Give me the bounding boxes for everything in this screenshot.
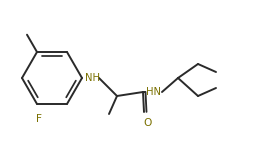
Text: HN: HN [146,87,161,97]
Text: F: F [36,114,42,124]
Text: O: O [143,118,152,128]
Text: NH: NH [85,73,100,83]
